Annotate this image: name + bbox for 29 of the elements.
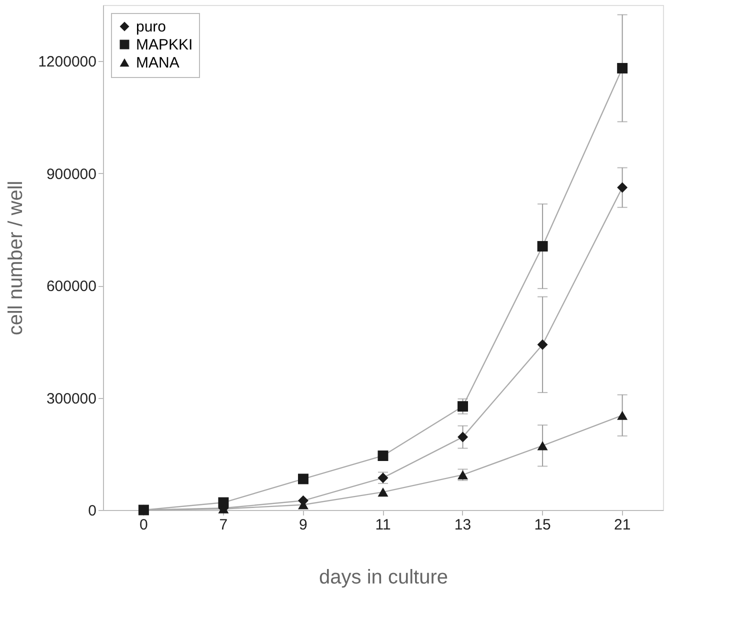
point [617, 62, 628, 74]
point [617, 410, 628, 420]
point [218, 497, 229, 508]
legend-label: puro [136, 18, 166, 36]
x-tick-label: 13 [454, 516, 472, 534]
point [537, 339, 548, 350]
legend-label: MANA [136, 54, 180, 72]
legend-label: MAPKKI [136, 36, 193, 54]
x-tick-label: 9 [299, 516, 308, 534]
point [537, 241, 548, 252]
x-tick-label: 21 [614, 516, 631, 534]
x-tick-label: 15 [534, 516, 551, 534]
point [458, 401, 468, 412]
x-tick-label: 0 [140, 516, 148, 534]
y-axis-title: cell number / well [5, 180, 28, 336]
y-tick-label: 600000 [46, 278, 96, 296]
x-axis-title: days in culture [319, 566, 448, 588]
y-tick-label: 1200000 [38, 54, 96, 71]
point [378, 450, 388, 462]
point [617, 182, 628, 193]
y-tick-label: 300000 [46, 390, 96, 408]
y-tick-label: 0 [88, 502, 96, 520]
x-tick-label: 7 [219, 516, 228, 534]
point [378, 488, 388, 497]
point [458, 432, 468, 442]
point [537, 441, 548, 450]
x-tick-label: 11 [375, 516, 391, 534]
point [298, 474, 308, 484]
y-tick-label: 900000 [46, 166, 96, 183]
